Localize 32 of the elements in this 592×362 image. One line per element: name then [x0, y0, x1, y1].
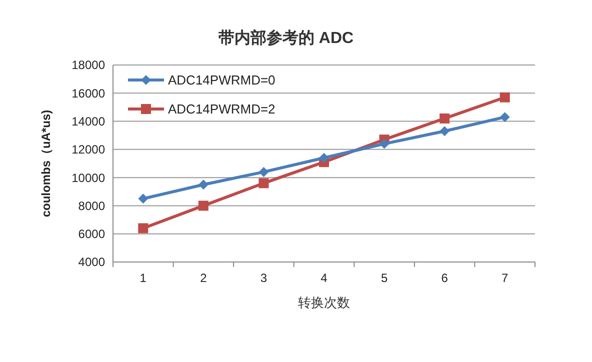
point [138, 223, 148, 234]
point [319, 152, 329, 163]
chart-title: 带内部参考的 ADC [218, 29, 354, 47]
y-tick-label: 8000 [78, 198, 106, 213]
y-tick-label: 6000 [78, 227, 106, 242]
y-tick-label: 12000 [72, 142, 106, 157]
x-axis-title: 转换次数 [298, 295, 350, 310]
legend-label: ADC14PWRMD=2 [168, 102, 276, 117]
x-tick-label: 3 [260, 271, 268, 285]
y-tick-label: 10000 [72, 170, 106, 185]
x-tick-label: 2 [200, 271, 208, 285]
y-tick-label: 4000 [78, 255, 106, 270]
point [500, 92, 510, 102]
point [258, 166, 269, 177]
x-tick-label: 4 [320, 271, 328, 285]
x-tick-label: 5 [380, 271, 388, 285]
point [198, 180, 208, 190]
x-tick-label: 1 [140, 271, 147, 285]
y-axis-title: coulombs（uA*us) [39, 110, 53, 218]
point [440, 113, 450, 124]
legend-label: ADC14PWRMD=0 [168, 72, 276, 88]
y-tick-label: 18000 [72, 58, 106, 72]
point [258, 178, 269, 188]
point [500, 112, 510, 122]
point [440, 126, 450, 136]
point [198, 200, 208, 211]
point [138, 194, 148, 204]
y-tick-label: 14000 [72, 114, 106, 128]
x-tick-label: 6 [441, 271, 448, 285]
point [379, 138, 390, 149]
y-tick-label: 16000 [72, 86, 106, 100]
x-tick-label: 7 [502, 271, 509, 285]
